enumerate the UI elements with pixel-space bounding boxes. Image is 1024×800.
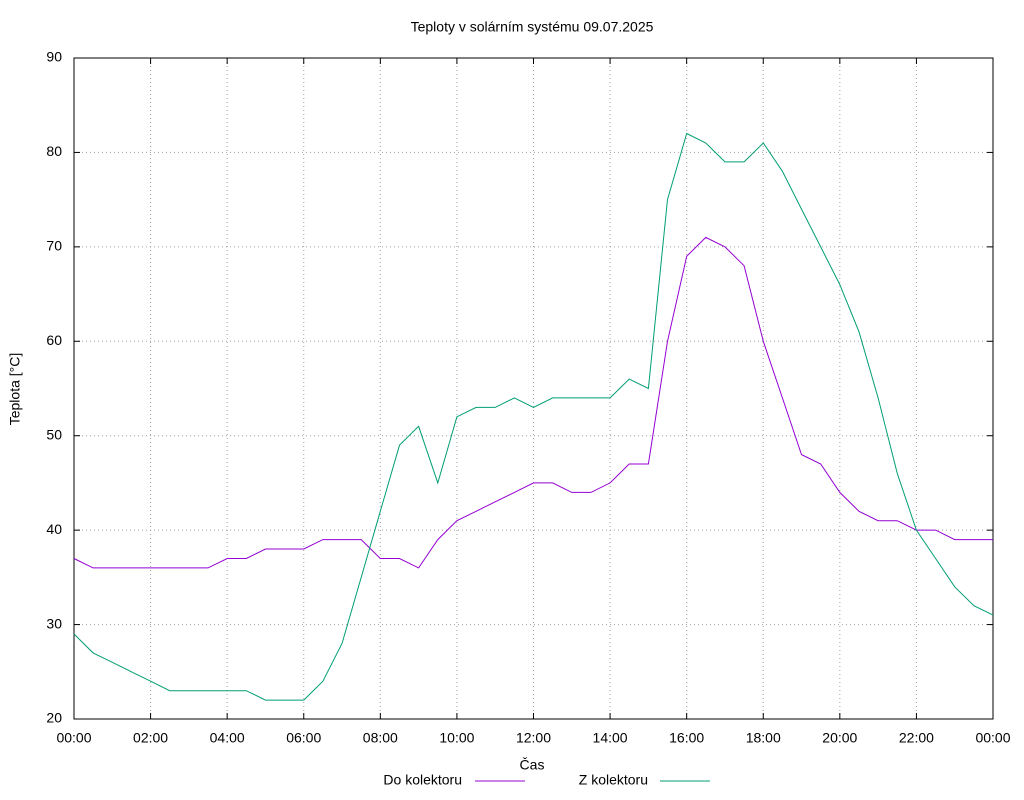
y-tick-label: 50	[46, 426, 62, 442]
x-tick-label: 18:00	[746, 730, 781, 746]
x-tick-label: 14:00	[593, 730, 628, 746]
chart-title: Teploty v solárním systému 09.07.2025	[411, 19, 654, 35]
y-tick-label: 90	[46, 49, 62, 65]
legend-label: Z kolektoru	[579, 772, 648, 788]
y-tick-label: 30	[46, 615, 62, 631]
x-tick-label: 02:00	[133, 730, 168, 746]
x-tick-label: 00:00	[56, 730, 91, 746]
plot-border	[73, 57, 994, 720]
series-line	[73, 236, 993, 569]
series-line	[73, 132, 994, 701]
x-axis-label: Čas	[520, 757, 545, 773]
y-tick-label: 40	[46, 521, 62, 537]
x-tick-label: 06:00	[286, 730, 321, 746]
x-tick-label: 04:00	[210, 730, 245, 746]
x-tick-label: 16:00	[669, 730, 704, 746]
legend-label: Do kolektoru	[383, 772, 462, 788]
x-tick-label: 10:00	[439, 730, 474, 746]
y-tick-label: 70	[46, 238, 62, 254]
y-axis-label: Teplota [°C]	[7, 353, 23, 426]
x-tick-label: 12:00	[516, 730, 551, 746]
x-tick-label: 20:00	[822, 730, 857, 746]
x-tick-label: 00:00	[975, 730, 1010, 746]
x-tick-label: 22:00	[899, 730, 934, 746]
x-tick-label: 08:00	[363, 730, 398, 746]
y-tick-label: 80	[46, 143, 62, 159]
y-tick-label: 60	[46, 332, 62, 348]
y-tick-label: 20	[46, 710, 62, 726]
